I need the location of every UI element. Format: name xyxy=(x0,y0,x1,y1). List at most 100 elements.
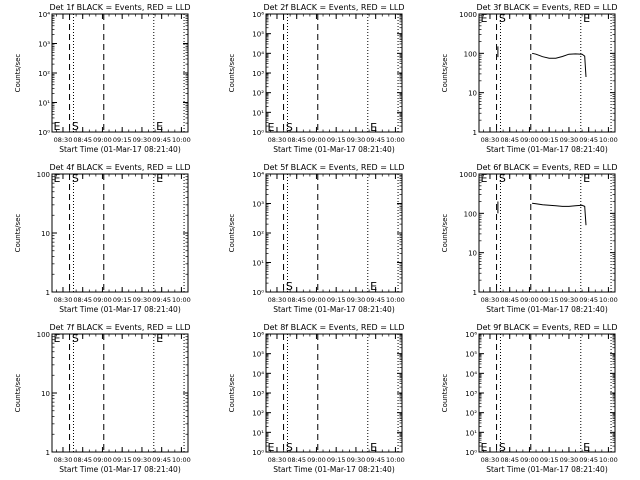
marker-e: E xyxy=(370,441,377,454)
x-tick-label: 09:15 xyxy=(113,456,132,464)
x-tick-label: 09:00 xyxy=(93,296,112,304)
y-tick-label: 10⁴ xyxy=(252,370,264,378)
marker-e: E xyxy=(267,121,274,134)
y-tick-label: 10² xyxy=(252,230,264,238)
marker-e: E xyxy=(156,332,163,345)
chart-panel-3: Det 3f BLACK = Events, RED = LLD 1 10 100 10… xyxy=(441,3,618,154)
x-tick-label: 08:45 xyxy=(500,456,519,464)
y-tick-label: 10² xyxy=(252,90,264,98)
x-tick-label: 09:30 xyxy=(560,296,579,304)
y-tick-label: 10¹ xyxy=(252,109,264,117)
marker-e: E xyxy=(53,332,60,345)
x-tick-label: 09:15 xyxy=(113,136,132,144)
y-tick-label: 100 xyxy=(37,331,50,339)
y-tick-label: 10⁵ xyxy=(252,31,264,39)
axes-frame xyxy=(265,173,403,293)
x-axis-label: Start Time (01-Mar-17 08:21:40) xyxy=(273,145,395,154)
x-tick-label: 08:45 xyxy=(500,136,519,144)
x-tick-label: 08:30 xyxy=(54,456,73,464)
y-tick-label: 10⁰ xyxy=(465,449,477,457)
x-tick-label: 09:15 xyxy=(540,296,559,304)
chart-panel-5: Det 5f BLACK = Events, RED = LLD 10⁰ 10¹ 10… xyxy=(228,163,405,314)
x-tick-label: 09:30 xyxy=(560,456,579,464)
y-tick-label: 10⁰ xyxy=(252,289,264,297)
marker-e: E xyxy=(267,441,274,454)
y-axis-label: Counts/sec xyxy=(14,54,22,93)
y-tick-label: 10² xyxy=(465,410,477,418)
x-tick-label: 09:30 xyxy=(347,456,366,464)
x-tick-label: 08:30 xyxy=(54,296,73,304)
axes-frame xyxy=(51,333,189,453)
y-tick-label: 10² xyxy=(38,70,50,78)
panel-title: Det 7f BLACK = Events, RED = LLD xyxy=(49,323,190,332)
axes-frame xyxy=(51,13,189,133)
x-tick-label: 08:30 xyxy=(481,136,500,144)
x-tick-label: 09:30 xyxy=(133,136,152,144)
x-tick-label: 09:00 xyxy=(307,296,326,304)
y-tick-label: 10 xyxy=(41,390,50,398)
axes-frame xyxy=(478,333,616,453)
y-axis-label: Counts/sec xyxy=(441,374,449,413)
x-tick-label: 09:45 xyxy=(152,456,171,464)
y-tick-label: 10 xyxy=(468,90,477,98)
x-tick-label: 09:30 xyxy=(347,136,366,144)
y-tick-label: 1 xyxy=(46,449,50,457)
marker-e: E xyxy=(53,172,60,185)
x-tick-label: 09:45 xyxy=(579,296,598,304)
y-tick-label: 100 xyxy=(464,210,477,218)
y-tick-label: 10⁴ xyxy=(252,171,264,179)
y-tick-label: 10⁰ xyxy=(252,129,264,137)
x-tick-label: 10:00 xyxy=(386,456,405,464)
marker-e: E xyxy=(370,121,377,134)
y-tick-label: 1000 xyxy=(459,11,477,19)
axes-frame xyxy=(478,13,616,133)
y-tick-label: 10⁴ xyxy=(465,370,477,378)
panel-title: Det 6f BLACK = Events, RED = LLD xyxy=(476,163,617,172)
x-tick-label: 10:00 xyxy=(172,296,191,304)
marker-s: S xyxy=(286,280,293,293)
y-tick-label: 10³ xyxy=(252,201,264,209)
x-tick-label: 09:00 xyxy=(520,296,539,304)
x-axis-label: Start Time (01-Mar-17 08:21:40) xyxy=(486,305,608,314)
panel-title: Det 4f BLACK = Events, RED = LLD xyxy=(49,163,190,172)
chart-panel-9: Det 9f BLACK = Events, RED = LLD 10⁰ 10¹ 10… xyxy=(441,323,618,474)
panel-title: Det 3f BLACK = Events, RED = LLD xyxy=(476,3,617,12)
x-tick-label: 10:00 xyxy=(599,296,618,304)
y-tick-label: 10 xyxy=(41,230,50,238)
marker-e: E xyxy=(480,441,487,454)
chart-panel-1: Det 1f BLACK = Events, RED = LLD 10⁰ 10¹ 10… xyxy=(14,3,191,154)
marker-e: E xyxy=(53,120,60,133)
y-tick-label: 10⁰ xyxy=(38,129,50,137)
y-tick-label: 100 xyxy=(464,50,477,58)
y-tick-label: 10³ xyxy=(465,390,477,398)
chart-panel-2: Det 2f BLACK = Events, RED = LLD 10⁰ 10¹ 10… xyxy=(228,3,405,154)
x-tick-label: 09:00 xyxy=(307,136,326,144)
y-axis-label: Counts/sec xyxy=(441,214,449,253)
x-tick-label: 09:45 xyxy=(366,456,385,464)
x-axis-label: Start Time (01-Mar-17 08:21:40) xyxy=(59,145,181,154)
x-tick-label: 09:30 xyxy=(133,456,152,464)
x-axis-label: Start Time (01-Mar-17 08:21:40) xyxy=(59,465,181,474)
x-tick-label: 09:15 xyxy=(327,296,346,304)
axes-frame xyxy=(478,173,616,293)
y-tick-label: 10¹ xyxy=(252,429,264,437)
x-tick-label: 08:45 xyxy=(73,456,92,464)
panel-title: Det 1f BLACK = Events, RED = LLD xyxy=(49,3,190,12)
x-axis-label: Start Time (01-Mar-17 08:21:40) xyxy=(59,305,181,314)
y-axis-label: Counts/sec xyxy=(228,374,236,413)
x-tick-label: 09:15 xyxy=(327,456,346,464)
x-axis-label: Start Time (01-Mar-17 08:21:40) xyxy=(273,465,395,474)
x-tick-label: 10:00 xyxy=(386,136,405,144)
x-tick-label: 09:00 xyxy=(520,136,539,144)
y-tick-label: 10⁶ xyxy=(252,11,264,19)
x-tick-label: 10:00 xyxy=(172,456,191,464)
x-tick-label: 08:45 xyxy=(287,296,306,304)
x-tick-label: 08:45 xyxy=(287,136,306,144)
y-tick-label: 10⁵ xyxy=(465,351,477,359)
marker-s: S xyxy=(499,441,506,454)
axes-frame xyxy=(51,173,189,293)
y-tick-label: 10¹ xyxy=(465,429,477,437)
x-tick-label: 09:00 xyxy=(307,456,326,464)
y-axis-label: Counts/sec xyxy=(14,214,22,253)
